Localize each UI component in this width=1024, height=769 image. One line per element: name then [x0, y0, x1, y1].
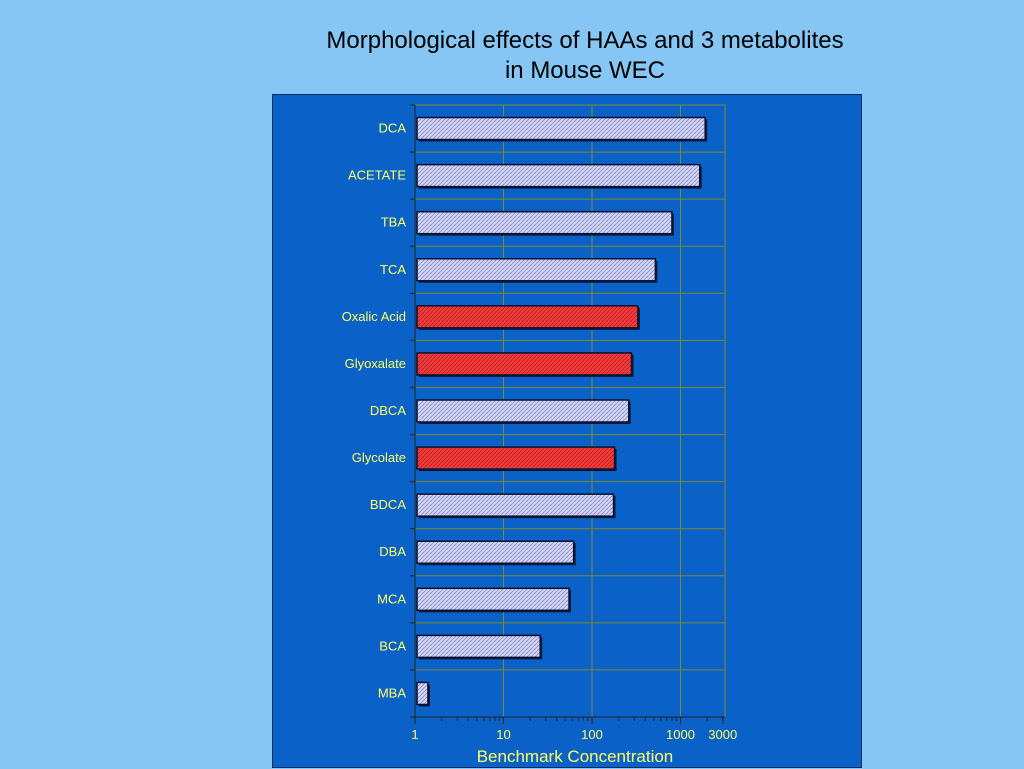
x-tick-label: 100	[581, 727, 603, 742]
bar-glyoxalate	[416, 352, 633, 376]
bar-dca	[416, 116, 706, 141]
x-tick-label: 1000	[666, 727, 695, 742]
bar-glycolate	[416, 446, 616, 470]
bar-acetate	[416, 163, 701, 188]
x-tick-label: 3000	[708, 727, 737, 742]
x-axis-title: Benchmark Concentration	[477, 747, 674, 766]
category-label: TBA	[381, 215, 407, 230]
category-label: BDCA	[370, 497, 406, 512]
category-label: MBA	[378, 685, 407, 700]
bar-mba	[416, 681, 429, 706]
category-labels: DCA ACETATE TBA TCA Oxalic Acid Glyoxalate DBC…	[342, 121, 407, 701]
chart-panel: 1 10 100 1000 3000 DCA ACETATE TBA TCA Oxalic Ac…	[272, 94, 862, 768]
bar-dbca	[416, 399, 630, 423]
category-label: BCA	[379, 638, 406, 653]
bar-dba	[416, 540, 575, 564]
bar-oxalic-acid	[416, 305, 639, 329]
category-label: DBA	[379, 544, 406, 559]
x-tick-label: 10	[496, 727, 510, 742]
category-label: DCA	[379, 121, 407, 136]
category-label: Oxalic Acid	[342, 309, 406, 324]
category-label: ACETATE	[348, 168, 406, 183]
bar-chart: 1 10 100 1000 3000 DCA ACETATE TBA TCA Oxalic Ac…	[342, 104, 737, 766]
x-axis: 1 10 100 1000 3000	[410, 104, 737, 742]
chart-subtitle: in Mouse WEC	[504, 57, 666, 84]
bar-tba	[416, 210, 673, 235]
chart-title: Morphological effects of HAAs and 3 meta…	[326, 27, 844, 54]
chart-title-block: Morphological effects of HAAs and 3 meta…	[270, 26, 900, 86]
bar-bca	[416, 634, 541, 659]
category-label: Glycolate	[352, 450, 406, 465]
category-label: MCA	[377, 591, 406, 606]
category-label: DBCA	[370, 403, 406, 418]
bar-mca	[416, 587, 570, 612]
bars	[416, 116, 708, 707]
bar-tca	[416, 258, 657, 282]
x-tick-label: 1	[411, 727, 418, 742]
bar-bdca	[416, 493, 615, 517]
category-label: Glyoxalate	[345, 356, 406, 371]
category-label: TCA	[380, 262, 406, 277]
